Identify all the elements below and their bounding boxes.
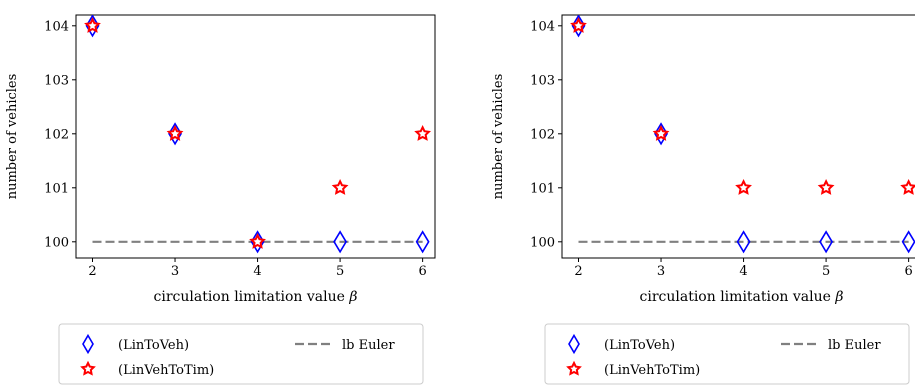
legend-label-lb-euler: lb Euler xyxy=(828,338,881,353)
y-tick-label: 101 xyxy=(530,181,555,196)
y-tick-label: 103 xyxy=(44,73,69,88)
x-tick-label: 5 xyxy=(336,264,344,279)
y-tick-label: 102 xyxy=(44,127,69,142)
linvehtotim-point xyxy=(570,16,587,33)
linvehtotim-point xyxy=(900,178,915,195)
linvehtotim-point xyxy=(817,178,835,195)
lintoveh-point xyxy=(901,230,915,254)
legend-label-lb-euler: lb Euler xyxy=(342,338,395,353)
chart-panel-2: 2 3 4 5 6 100 101 102 103 104 circulation limitati… xyxy=(491,14,915,385)
y-tick-label: 103 xyxy=(530,73,555,88)
x-tick-label: 5 xyxy=(822,264,830,279)
linvehtotim-point xyxy=(735,178,752,195)
legend-box xyxy=(58,323,424,385)
plot-frame xyxy=(75,14,436,259)
lintoveh-point xyxy=(819,230,834,254)
lintoveh-point xyxy=(736,230,751,254)
y-tick-label: 104 xyxy=(44,19,69,34)
linvehtotim-point xyxy=(652,124,670,141)
x-tick-label: 2 xyxy=(88,264,96,279)
plot-area xyxy=(84,15,431,254)
linvehtotim-point xyxy=(331,178,349,195)
y-tick-label: 100 xyxy=(44,235,69,250)
lintoveh-point xyxy=(333,230,348,254)
legend-label-lintoveh: (LinToVeh) xyxy=(118,338,189,353)
y-tick-label: 100 xyxy=(530,235,555,250)
lintoveh-point xyxy=(654,122,668,146)
x-tick-label: 4 xyxy=(739,264,747,279)
plot-frame xyxy=(561,14,915,259)
x-tick-label: 3 xyxy=(657,264,665,279)
lintoveh-point xyxy=(571,15,586,38)
legend-diamond-icon xyxy=(568,333,580,355)
legend: (LinToVeh) (LinVehToTim) lb Euler xyxy=(544,323,910,385)
legend-box xyxy=(544,323,910,385)
lintoveh-point xyxy=(168,122,182,146)
y-axis-label: number of vehicles xyxy=(5,74,20,200)
y-axis-label: number of vehicles xyxy=(491,74,506,200)
lintoveh-point xyxy=(415,230,430,254)
plot-area xyxy=(570,15,915,254)
legend-label-lintoveh: (LinToVeh) xyxy=(604,338,675,353)
x-axis-label: circulation limitation value β xyxy=(640,289,844,305)
chart-panel-1: 2 3 4 5 6 100 101 102 103 104 circulation limitati… xyxy=(5,14,436,385)
x-axis-label: circulation limitation value β xyxy=(154,289,358,305)
legend-diamond-icon xyxy=(82,333,94,355)
legend: (LinToVeh) (LinVehToTim) lb Euler xyxy=(58,323,424,385)
y-tick-label: 101 xyxy=(44,181,69,196)
legend-star-icon xyxy=(566,360,582,376)
linvehtotim-point xyxy=(414,124,431,141)
lintoveh-point xyxy=(250,230,265,254)
legend-label-linvehtotim: (LinVehToTim) xyxy=(118,363,214,378)
x-tick-label: 6 xyxy=(418,264,426,279)
legend-label-linvehtotim: (LinVehToTim) xyxy=(604,363,700,378)
x-tick-label: 4 xyxy=(253,264,261,279)
y-tick-label: 104 xyxy=(530,19,555,34)
linvehtotim-point xyxy=(166,124,184,141)
x-tick-label: 6 xyxy=(904,264,912,279)
y-tick-label: 102 xyxy=(530,127,555,142)
legend-star-icon xyxy=(80,360,96,376)
x-tick-label: 3 xyxy=(171,264,179,279)
linvehtotim-point xyxy=(249,232,266,249)
x-tick-label: 2 xyxy=(574,264,582,279)
lintoveh-point xyxy=(85,15,100,38)
linvehtotim-point xyxy=(84,16,101,33)
